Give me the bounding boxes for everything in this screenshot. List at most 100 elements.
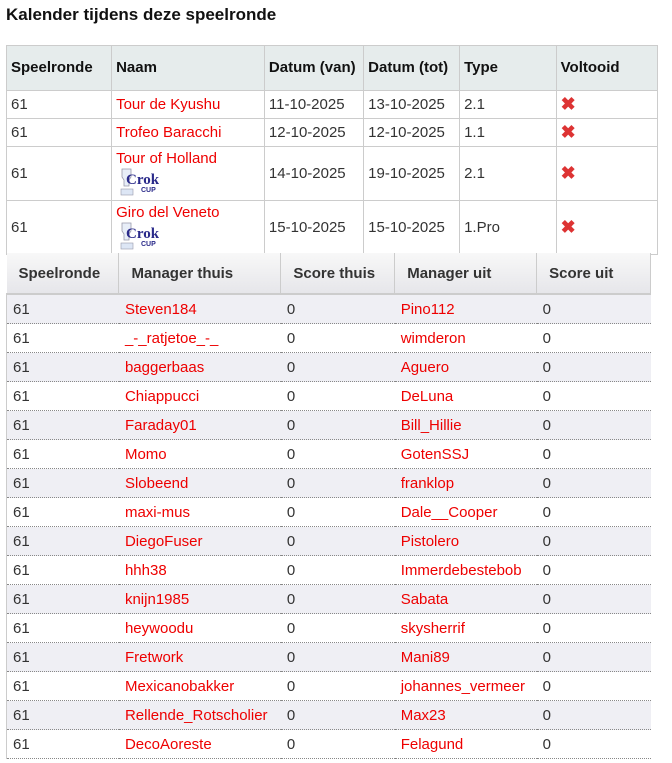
round-cell: 61: [5, 90, 113, 119]
date-from-cell: 12-10-2025: [263, 118, 365, 147]
away-score-cell: 0: [536, 294, 651, 324]
away-score-cell: 0: [536, 613, 651, 643]
game-row: 61 Faraday01 0 Bill_Hillie 0: [5, 410, 651, 440]
home-manager-cell: baggerbaas: [118, 352, 281, 382]
away-manager-link[interactable]: Dale__Cooper: [400, 503, 498, 521]
type-cell: 2.1: [459, 146, 557, 201]
home-manager-link[interactable]: hhh38: [124, 561, 167, 579]
away-manager-cell: Felagund: [394, 729, 537, 759]
away-manager-link[interactable]: Max23: [400, 706, 446, 724]
cross-mark-icon: ✖: [560, 122, 576, 142]
race-name-cell: Tour of HollandCrokyCUP: [111, 146, 265, 201]
home-score-cell: 0: [280, 700, 395, 730]
away-manager-cell: Sabata: [394, 584, 537, 614]
away-manager-link[interactable]: Aguero: [400, 358, 450, 376]
away-manager-link[interactable]: Pistolero: [400, 532, 460, 550]
home-manager-link[interactable]: Rellende_Rotscholier: [124, 706, 268, 724]
games-table: Speelronde Manager thuis Score thuis Manage…: [5, 253, 651, 759]
round-cell: 61: [5, 410, 119, 440]
away-manager-link[interactable]: Mani89: [400, 648, 450, 666]
round-cell: 61: [5, 323, 119, 353]
round-cell: 61: [5, 497, 119, 527]
game-row: 61 Momo 0 GotenSSJ 0: [5, 439, 651, 469]
home-manager-link[interactable]: Mexicanobakker: [124, 677, 235, 695]
round-cell: 61: [5, 526, 119, 556]
home-manager-link[interactable]: Faraday01: [124, 416, 197, 434]
race-link[interactable]: Tour de Kyushu: [116, 96, 221, 113]
away-manager-link[interactable]: GotenSSJ: [400, 445, 470, 463]
column-header: Voltooid: [555, 45, 659, 91]
game-row: 61 heywoodu 0 skysherrif 0: [5, 613, 651, 643]
away-manager-link[interactable]: DeLuna: [400, 387, 454, 405]
race-link[interactable]: Trofeo Baracchi: [116, 124, 222, 141]
away-manager-link[interactable]: wimderon: [400, 329, 466, 347]
home-score-cell: 0: [280, 352, 395, 382]
round-cell: 61: [5, 146, 113, 201]
away-manager-link[interactable]: franklop: [400, 474, 455, 492]
home-score-cell: 0: [280, 642, 395, 672]
away-manager-cell: johannes_vermeer: [394, 671, 537, 701]
game-row: 61 maxi-mus 0 Dale__Cooper 0: [5, 497, 651, 527]
svg-text:CUP: CUP: [141, 241, 156, 248]
away-manager-link[interactable]: Felagund: [400, 735, 464, 753]
home-score-cell: 0: [280, 729, 395, 759]
home-score-cell: 0: [280, 497, 395, 527]
away-manager-link[interactable]: Bill_Hillie: [400, 416, 462, 434]
home-score-cell: 0: [280, 613, 395, 643]
game-row: 61 Fretwork 0 Mani89 0: [5, 642, 651, 672]
away-manager-cell: skysherrif: [394, 613, 537, 643]
croky-cup-logo: CrokyCUP: [120, 222, 159, 250]
date-from-cell: 14-10-2025: [263, 146, 365, 201]
home-manager-link[interactable]: Slobeend: [124, 474, 189, 492]
race-row: 61 Tour of HollandCrokyCUP 14-10-2025 19…: [5, 146, 659, 201]
home-manager-link[interactable]: maxi-mus: [124, 503, 190, 521]
home-manager-cell: Chiappucci: [118, 381, 281, 411]
home-manager-link[interactable]: knijn1985: [124, 590, 190, 608]
cross-mark-icon: ✖: [560, 217, 576, 237]
column-header[interactable]: Score uit: [536, 253, 651, 295]
away-score-cell: 0: [536, 381, 651, 411]
home-manager-link[interactable]: baggerbaas: [124, 358, 205, 376]
home-manager-link[interactable]: Chiappucci: [124, 387, 200, 405]
column-header[interactable]: Manager thuis: [118, 253, 282, 295]
column-header[interactable]: Speelronde: [6, 253, 120, 295]
away-manager-link[interactable]: skysherrif: [400, 619, 465, 637]
column-header[interactable]: Score thuis: [280, 253, 396, 295]
home-manager-link[interactable]: Momo: [124, 445, 167, 463]
away-score-cell: 0: [536, 729, 651, 759]
away-manager-cell: Dale__Cooper: [394, 497, 537, 527]
home-manager-link[interactable]: _-_ratjetoe_-_: [124, 329, 219, 347]
column-header: Datum (van): [263, 45, 365, 91]
game-row: 61 Chiappucci 0 DeLuna 0: [5, 381, 651, 411]
away-manager-link[interactable]: Immerdebestebob: [400, 561, 522, 579]
away-score-cell: 0: [536, 497, 651, 527]
home-manager-link[interactable]: Fretwork: [124, 648, 184, 666]
date-to-cell: 12-10-2025: [363, 118, 461, 147]
cross-mark-icon: ✖: [560, 94, 576, 114]
home-score-cell: 0: [280, 468, 395, 498]
home-manager-link[interactable]: DiegoFuser: [124, 532, 203, 550]
svg-text:Croky: Croky: [126, 226, 159, 242]
home-manager-cell: DecoAoreste: [118, 729, 281, 759]
away-manager-cell: Pistolero: [394, 526, 537, 556]
home-manager-link[interactable]: Steven184: [124, 300, 197, 318]
date-to-cell: 13-10-2025: [363, 90, 461, 119]
race-link[interactable]: Tour of Holland: [116, 150, 217, 167]
home-manager-cell: Momo: [118, 439, 281, 469]
column-header[interactable]: Manager uit: [394, 253, 538, 295]
round-cell: 61: [5, 671, 119, 701]
home-manager-link[interactable]: heywoodu: [124, 619, 194, 637]
away-manager-link[interactable]: johannes_vermeer: [400, 677, 525, 695]
away-manager-link[interactable]: Pino112: [400, 300, 455, 318]
completed-cell: ✖: [555, 90, 659, 119]
game-row: 61 baggerbaas 0 Aguero 0: [5, 352, 651, 382]
home-manager-cell: Slobeend: [118, 468, 281, 498]
away-manager-link[interactable]: Sabata: [400, 590, 449, 608]
home-manager-link[interactable]: DecoAoreste: [124, 735, 212, 753]
game-row: 61 _-_ratjetoe_-_ 0 wimderon 0: [5, 323, 651, 353]
race-link[interactable]: Giro del Veneto: [116, 204, 220, 221]
away-score-cell: 0: [536, 410, 651, 440]
race-name-cell: Giro del VenetoCrokyCUP: [111, 200, 265, 255]
round-cell: 61: [5, 381, 119, 411]
away-score-cell: 0: [536, 526, 651, 556]
